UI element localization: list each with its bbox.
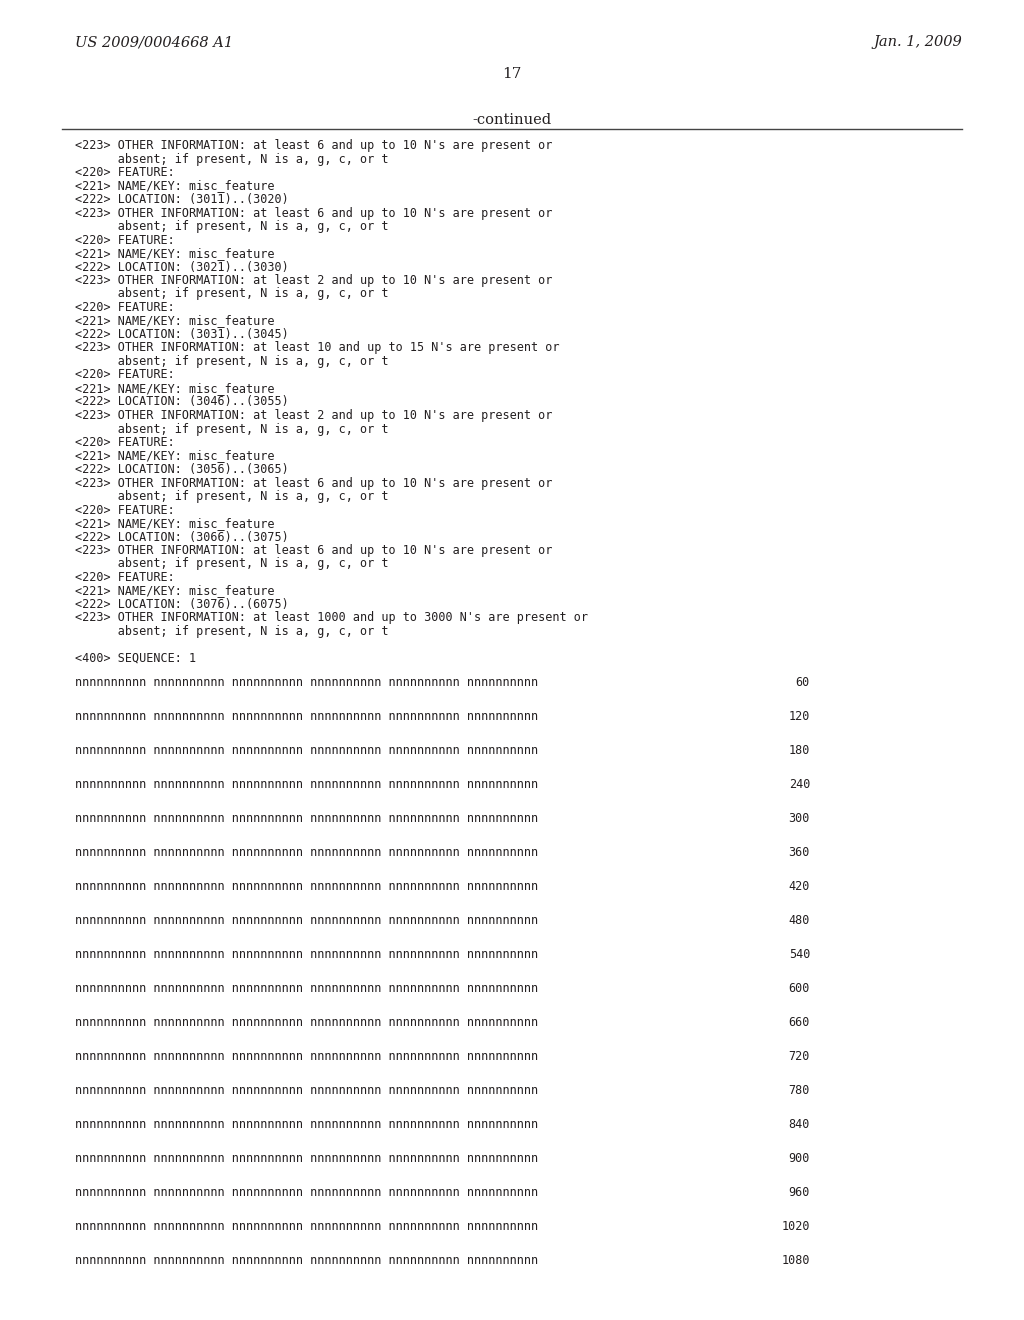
Text: <223> OTHER INFORMATION: at least 6 and up to 10 N's are present or: <223> OTHER INFORMATION: at least 6 and … xyxy=(75,544,552,557)
Text: <222> LOCATION: (3056)..(3065): <222> LOCATION: (3056)..(3065) xyxy=(75,463,289,477)
Text: nnnnnnnnnn nnnnnnnnnn nnnnnnnnnn nnnnnnnnnn nnnnnnnnnn nnnnnnnnnn: nnnnnnnnnn nnnnnnnnnn nnnnnnnnnn nnnnnnn… xyxy=(75,676,539,689)
Text: <222> LOCATION: (3011)..(3020): <222> LOCATION: (3011)..(3020) xyxy=(75,193,289,206)
Text: 900: 900 xyxy=(788,1151,810,1164)
Text: <400> SEQUENCE: 1: <400> SEQUENCE: 1 xyxy=(75,652,197,665)
Text: <223> OTHER INFORMATION: at least 6 and up to 10 N's are present or: <223> OTHER INFORMATION: at least 6 and … xyxy=(75,206,552,219)
Text: absent; if present, N is a, g, c, or t: absent; if present, N is a, g, c, or t xyxy=(75,422,388,436)
Text: <220> FEATURE:: <220> FEATURE: xyxy=(75,301,175,314)
Text: 120: 120 xyxy=(788,710,810,722)
Text: 780: 780 xyxy=(788,1084,810,1097)
Text: <223> OTHER INFORMATION: at least 10 and up to 15 N's are present or: <223> OTHER INFORMATION: at least 10 and… xyxy=(75,342,559,355)
Text: absent; if present, N is a, g, c, or t: absent; if present, N is a, g, c, or t xyxy=(75,355,388,368)
Text: <222> LOCATION: (3046)..(3055): <222> LOCATION: (3046)..(3055) xyxy=(75,396,289,408)
Text: 1020: 1020 xyxy=(781,1220,810,1233)
Text: nnnnnnnnnn nnnnnnnnnn nnnnnnnnnn nnnnnnnnnn nnnnnnnnnn nnnnnnnnnn: nnnnnnnnnn nnnnnnnnnn nnnnnnnnnn nnnnnnn… xyxy=(75,879,539,892)
Text: <223> OTHER INFORMATION: at least 6 and up to 10 N's are present or: <223> OTHER INFORMATION: at least 6 and … xyxy=(75,139,552,152)
Text: <222> LOCATION: (3066)..(3075): <222> LOCATION: (3066)..(3075) xyxy=(75,531,289,544)
Text: 60: 60 xyxy=(796,676,810,689)
Text: US 2009/0004668 A1: US 2009/0004668 A1 xyxy=(75,36,233,49)
Text: nnnnnnnnnn nnnnnnnnnn nnnnnnnnnn nnnnnnnnnn nnnnnnnnnn nnnnnnnnnn: nnnnnnnnnn nnnnnnnnnn nnnnnnnnnn nnnnnnn… xyxy=(75,846,539,858)
Text: 540: 540 xyxy=(788,948,810,961)
Text: nnnnnnnnnn nnnnnnnnnn nnnnnnnnnn nnnnnnnnnn nnnnnnnnnn nnnnnnnnnn: nnnnnnnnnn nnnnnnnnnn nnnnnnnnnn nnnnnnn… xyxy=(75,913,539,927)
Text: nnnnnnnnnn nnnnnnnnnn nnnnnnnnnn nnnnnnnnnn nnnnnnnnnn nnnnnnnnnn: nnnnnnnnnn nnnnnnnnnn nnnnnnnnnn nnnnnnn… xyxy=(75,1185,539,1199)
Text: 720: 720 xyxy=(788,1049,810,1063)
Text: nnnnnnnnnn nnnnnnnnnn nnnnnnnnnn nnnnnnnnnn nnnnnnnnnn nnnnnnnnnn: nnnnnnnnnn nnnnnnnnnn nnnnnnnnnn nnnnnnn… xyxy=(75,812,539,825)
Text: 240: 240 xyxy=(788,777,810,791)
Text: <222> LOCATION: (3031)..(3045): <222> LOCATION: (3031)..(3045) xyxy=(75,327,289,341)
Text: <220> FEATURE:: <220> FEATURE: xyxy=(75,368,175,381)
Text: <221> NAME/KEY: misc_feature: <221> NAME/KEY: misc_feature xyxy=(75,450,274,462)
Text: <222> LOCATION: (3021)..(3030): <222> LOCATION: (3021)..(3030) xyxy=(75,260,289,273)
Text: 960: 960 xyxy=(788,1185,810,1199)
Text: 480: 480 xyxy=(788,913,810,927)
Text: absent; if present, N is a, g, c, or t: absent; if present, N is a, g, c, or t xyxy=(75,557,388,570)
Text: <221> NAME/KEY: misc_feature: <221> NAME/KEY: misc_feature xyxy=(75,381,274,395)
Text: <222> LOCATION: (3076)..(6075): <222> LOCATION: (3076)..(6075) xyxy=(75,598,289,611)
Text: 660: 660 xyxy=(788,1015,810,1028)
Text: nnnnnnnnnn nnnnnnnnnn nnnnnnnnnn nnnnnnnnnn nnnnnnnnnn nnnnnnnnnn: nnnnnnnnnn nnnnnnnnnn nnnnnnnnnn nnnnnnn… xyxy=(75,1151,539,1164)
Text: nnnnnnnnnn nnnnnnnnnn nnnnnnnnnn nnnnnnnnnn nnnnnnnnnn nnnnnnnnnn: nnnnnnnnnn nnnnnnnnnn nnnnnnnnnn nnnnnnn… xyxy=(75,1049,539,1063)
Text: absent; if present, N is a, g, c, or t: absent; if present, N is a, g, c, or t xyxy=(75,490,388,503)
Text: <223> OTHER INFORMATION: at least 2 and up to 10 N's are present or: <223> OTHER INFORMATION: at least 2 and … xyxy=(75,409,552,422)
Text: absent; if present, N is a, g, c, or t: absent; if present, N is a, g, c, or t xyxy=(75,624,388,638)
Text: <220> FEATURE:: <220> FEATURE: xyxy=(75,166,175,180)
Text: 180: 180 xyxy=(788,743,810,756)
Text: <220> FEATURE:: <220> FEATURE: xyxy=(75,572,175,583)
Text: 840: 840 xyxy=(788,1118,810,1130)
Text: <223> OTHER INFORMATION: at least 1000 and up to 3000 N's are present or: <223> OTHER INFORMATION: at least 1000 a… xyxy=(75,611,588,624)
Text: -continued: -continued xyxy=(472,114,552,127)
Text: 17: 17 xyxy=(503,67,521,81)
Text: nnnnnnnnnn nnnnnnnnnn nnnnnnnnnn nnnnnnnnnn nnnnnnnnnn nnnnnnnnnn: nnnnnnnnnn nnnnnnnnnn nnnnnnnnnn nnnnnnn… xyxy=(75,777,539,791)
Text: 1080: 1080 xyxy=(781,1254,810,1266)
Text: 300: 300 xyxy=(788,812,810,825)
Text: <223> OTHER INFORMATION: at least 6 and up to 10 N's are present or: <223> OTHER INFORMATION: at least 6 and … xyxy=(75,477,552,490)
Text: Jan. 1, 2009: Jan. 1, 2009 xyxy=(873,36,962,49)
Text: <221> NAME/KEY: misc_feature: <221> NAME/KEY: misc_feature xyxy=(75,585,274,598)
Text: nnnnnnnnnn nnnnnnnnnn nnnnnnnnnn nnnnnnnnnn nnnnnnnnnn nnnnnnnnnn: nnnnnnnnnn nnnnnnnnnn nnnnnnnnnn nnnnnnn… xyxy=(75,1118,539,1130)
Text: <221> NAME/KEY: misc_feature: <221> NAME/KEY: misc_feature xyxy=(75,314,274,327)
Text: absent; if present, N is a, g, c, or t: absent; if present, N is a, g, c, or t xyxy=(75,153,388,165)
Text: <221> NAME/KEY: misc_feature: <221> NAME/KEY: misc_feature xyxy=(75,247,274,260)
Text: <223> OTHER INFORMATION: at least 2 and up to 10 N's are present or: <223> OTHER INFORMATION: at least 2 and … xyxy=(75,275,552,286)
Text: nnnnnnnnnn nnnnnnnnnn nnnnnnnnnn nnnnnnnnnn nnnnnnnnnn nnnnnnnnnn: nnnnnnnnnn nnnnnnnnnn nnnnnnnnnn nnnnnnn… xyxy=(75,1084,539,1097)
Text: 600: 600 xyxy=(788,982,810,994)
Text: <220> FEATURE:: <220> FEATURE: xyxy=(75,234,175,247)
Text: <220> FEATURE:: <220> FEATURE: xyxy=(75,436,175,449)
Text: nnnnnnnnnn nnnnnnnnnn nnnnnnnnnn nnnnnnnnnn nnnnnnnnnn nnnnnnnnnn: nnnnnnnnnn nnnnnnnnnn nnnnnnnnnn nnnnnnn… xyxy=(75,948,539,961)
Text: nnnnnnnnnn nnnnnnnnnn nnnnnnnnnn nnnnnnnnnn nnnnnnnnnn nnnnnnnnnn: nnnnnnnnnn nnnnnnnnnn nnnnnnnnnn nnnnnnn… xyxy=(75,982,539,994)
Text: <221> NAME/KEY: misc_feature: <221> NAME/KEY: misc_feature xyxy=(75,517,274,531)
Text: 420: 420 xyxy=(788,879,810,892)
Text: nnnnnnnnnn nnnnnnnnnn nnnnnnnnnn nnnnnnnnnn nnnnnnnnnn nnnnnnnnnn: nnnnnnnnnn nnnnnnnnnn nnnnnnnnnn nnnnnnn… xyxy=(75,1015,539,1028)
Text: absent; if present, N is a, g, c, or t: absent; if present, N is a, g, c, or t xyxy=(75,220,388,234)
Text: nnnnnnnnnn nnnnnnnnnn nnnnnnnnnn nnnnnnnnnn nnnnnnnnnn nnnnnnnnnn: nnnnnnnnnn nnnnnnnnnn nnnnnnnnnn nnnnnnn… xyxy=(75,1254,539,1266)
Text: nnnnnnnnnn nnnnnnnnnn nnnnnnnnnn nnnnnnnnnn nnnnnnnnnn nnnnnnnnnn: nnnnnnnnnn nnnnnnnnnn nnnnnnnnnn nnnnnnn… xyxy=(75,743,539,756)
Text: <220> FEATURE:: <220> FEATURE: xyxy=(75,503,175,516)
Text: absent; if present, N is a, g, c, or t: absent; if present, N is a, g, c, or t xyxy=(75,288,388,301)
Text: nnnnnnnnnn nnnnnnnnnn nnnnnnnnnn nnnnnnnnnn nnnnnnnnnn nnnnnnnnnn: nnnnnnnnnn nnnnnnnnnn nnnnnnnnnn nnnnnnn… xyxy=(75,1220,539,1233)
Text: <221> NAME/KEY: misc_feature: <221> NAME/KEY: misc_feature xyxy=(75,180,274,193)
Text: 360: 360 xyxy=(788,846,810,858)
Text: nnnnnnnnnn nnnnnnnnnn nnnnnnnnnn nnnnnnnnnn nnnnnnnnnn nnnnnnnnnn: nnnnnnnnnn nnnnnnnnnn nnnnnnnnnn nnnnnnn… xyxy=(75,710,539,722)
